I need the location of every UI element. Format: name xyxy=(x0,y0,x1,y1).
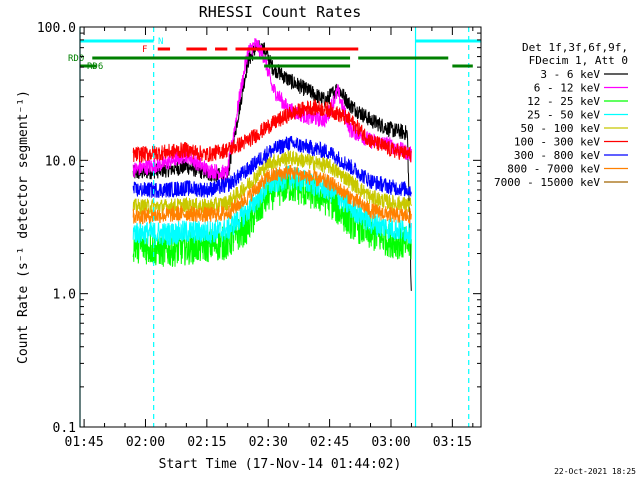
legend-label-8: 7000 - 15000 keV xyxy=(494,176,600,189)
legend-label-7: 800 - 7000 keV xyxy=(507,163,600,176)
series-line-1 xyxy=(132,37,412,181)
legend-label-5: 100 - 300 keV xyxy=(514,136,600,149)
y-axis: 0.1 1.0 10.0 100.0 xyxy=(37,21,481,436)
x-tick-label-5: 03:00 xyxy=(371,435,410,450)
y-tick-label-3: 100.0 xyxy=(37,21,76,36)
x-axis-label: Start Time (17-Nov-14 01:44:02) xyxy=(159,457,402,472)
flag-label-rd0: RD0 xyxy=(68,54,84,64)
chart-title: RHESSI Count Rates xyxy=(199,3,362,21)
legend: Det 1f,3f,6f,9f, FDecim 1, Att 0 3 - 6 k… xyxy=(494,41,628,189)
y-tick-label-2: 10.0 xyxy=(45,154,76,169)
series-line-3 xyxy=(132,165,412,246)
legend-header-line-1: Det 1f,3f,6f,9f, xyxy=(522,41,628,54)
legend-label-4: 50 - 100 keV xyxy=(521,122,601,135)
series-line-7 xyxy=(132,164,412,225)
x-tick-label-6: 03:15 xyxy=(433,435,472,450)
x-tick-label-2: 02:15 xyxy=(187,435,226,450)
y-tick-label-0: 0.1 xyxy=(53,421,76,436)
plot-frame xyxy=(79,26,482,428)
flag-label-f: F xyxy=(142,45,147,55)
x-tick-label-4: 02:45 xyxy=(310,435,349,450)
x-axis: 01:45 02:00 02:15 02:30 02:45 03:00 03:15 xyxy=(65,27,474,450)
series-layer xyxy=(132,37,412,291)
series-line-6 xyxy=(132,135,412,199)
legend-label-6: 300 - 800 keV xyxy=(514,149,600,162)
flag-label-rd6: RD6 xyxy=(87,62,103,72)
legend-label-1: 6 - 12 keV xyxy=(534,82,601,95)
legend-header-line-2: FDecim 1, Att 0 xyxy=(529,54,628,67)
date-stamp: 22-Oct-2021 18:25 xyxy=(554,467,636,476)
y-tick-label-1: 1.0 xyxy=(53,288,76,303)
legend-label-2: 12 - 25 keV xyxy=(527,95,600,108)
x-tick-label-0: 01:45 xyxy=(65,435,104,450)
x-tick-label-3: 02:30 xyxy=(249,435,288,450)
x-tick-label-1: 02:00 xyxy=(126,435,165,450)
flag-label-n: N xyxy=(158,37,163,47)
legend-label-0: 3 - 6 keV xyxy=(540,68,600,81)
series-line-5 xyxy=(132,98,412,164)
series-line-4 xyxy=(132,149,412,216)
legend-label-3: 25 - 50 keV xyxy=(527,109,600,122)
y-axis-label: Count Rate (s⁻¹ detector segment⁻¹) xyxy=(16,90,31,364)
